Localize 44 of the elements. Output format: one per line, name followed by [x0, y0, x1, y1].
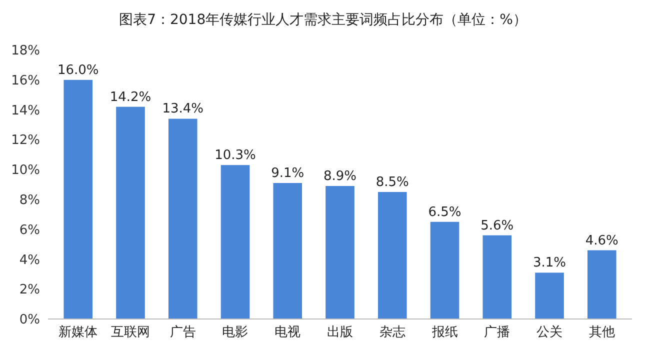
- bar: [273, 183, 302, 319]
- y-tick-label: 2%: [19, 282, 40, 298]
- x-tick-label: 其他: [588, 325, 615, 340]
- data-label: 8.9%: [323, 168, 357, 184]
- data-label: 9.1%: [271, 166, 304, 182]
- data-label: 16.0%: [57, 62, 99, 78]
- bar: [168, 118, 198, 319]
- x-tick-label: 电视: [274, 325, 301, 340]
- bar: [378, 192, 407, 319]
- data-label: 10.3%: [214, 148, 256, 164]
- data-label: 3.1%: [532, 256, 566, 271]
- bar: [116, 106, 145, 319]
- y-tick-label: 18%: [11, 44, 40, 59]
- bar: [587, 250, 616, 319]
- data-label: 4.6%: [585, 233, 618, 248]
- x-tick-label: 电影: [222, 325, 248, 340]
- y-tick-label: 12%: [11, 133, 40, 148]
- data-label: 8.5%: [376, 174, 409, 190]
- y-tick-label: 8%: [19, 192, 40, 208]
- chart-title: 图表7：2018年传媒行业人才需求主要词频占比分布（单位：%）: [119, 12, 527, 28]
- bar: [535, 272, 564, 319]
- data-label: 13.4%: [162, 102, 204, 117]
- y-tick-label: 6%: [19, 222, 40, 238]
- x-tick-label: 报纸: [430, 325, 458, 340]
- data-label: 5.6%: [480, 218, 514, 234]
- data-label: 6.5%: [428, 204, 462, 220]
- data-label: 14.2%: [110, 90, 152, 105]
- x-tick-label: 公关: [536, 325, 563, 340]
- x-tick-label: 互联网: [110, 325, 150, 340]
- bar: [220, 165, 250, 319]
- y-tick-label: 4%: [19, 252, 40, 268]
- bar: [64, 80, 93, 319]
- bar: [326, 186, 354, 319]
- y-tick-label: 14%: [11, 103, 40, 118]
- x-tick-label: 广播: [484, 325, 510, 340]
- y-tick-label: 10%: [11, 163, 40, 178]
- bar: [482, 235, 512, 319]
- x-tick-label: 新媒体: [58, 325, 98, 340]
- x-tick-label: 杂志: [379, 325, 406, 340]
- x-tick-label: 出版: [327, 325, 353, 340]
- y-tick-label: 0%: [19, 312, 40, 328]
- bar: [430, 222, 460, 319]
- y-tick-label: 16%: [11, 73, 40, 88]
- x-tick-label: 广告: [170, 325, 196, 340]
